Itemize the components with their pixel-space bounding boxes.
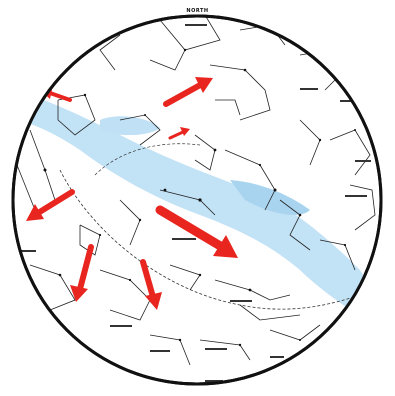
horizon-ring xyxy=(11,14,383,386)
ecliptic-line xyxy=(59,169,361,310)
arrow-down-right xyxy=(140,259,162,310)
milky-way-patch-2 xyxy=(230,180,310,215)
direction-arrows xyxy=(26,77,238,310)
arrow-up-right-top xyxy=(163,77,213,107)
milky-way-patch xyxy=(100,116,160,136)
arrow-down-left xyxy=(70,244,94,302)
milky-way-band xyxy=(13,90,380,330)
arrow-small-right xyxy=(168,127,190,140)
north-label: NORTH xyxy=(186,8,209,14)
dashed-arc xyxy=(94,143,201,176)
label-stubs xyxy=(20,24,371,382)
arrow-left-middle xyxy=(26,189,75,221)
arrow-big-down-right xyxy=(155,205,238,258)
